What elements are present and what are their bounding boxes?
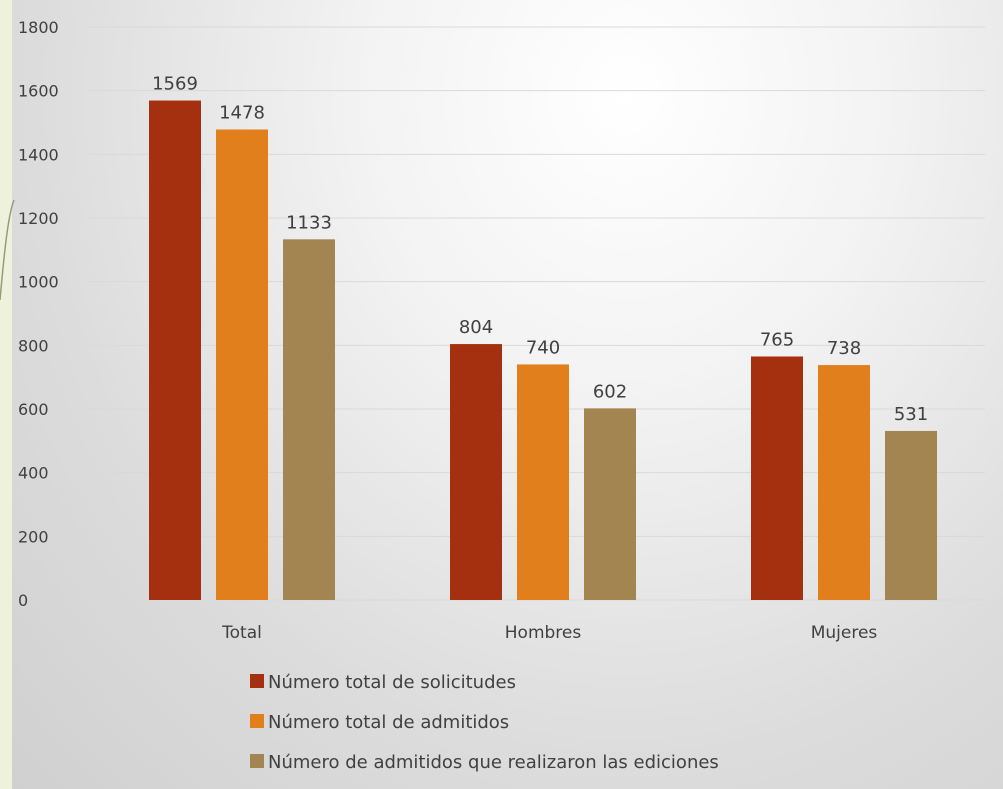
bar-hombres-series-3 bbox=[584, 408, 636, 600]
data-label: 1569 bbox=[152, 74, 198, 95]
category-label-hombres: Hombres bbox=[505, 623, 582, 643]
bar-mujeres-series-1 bbox=[751, 356, 803, 600]
y-tick-label: 1800 bbox=[18, 18, 59, 37]
category-label-total: Total bbox=[221, 623, 262, 643]
bars bbox=[149, 100, 937, 600]
y-tick-label: 1000 bbox=[18, 273, 59, 292]
category-label-mujeres: Mujeres bbox=[811, 623, 878, 643]
data-label: 765 bbox=[760, 329, 794, 350]
legend-label-series-2: Número total de admitidos bbox=[268, 712, 509, 733]
data-label: 1478 bbox=[219, 103, 265, 124]
x-axis-categories: Total Hombres Mujeres bbox=[221, 623, 877, 643]
bar-total-series-2 bbox=[216, 129, 268, 600]
legend-label-series-3: Número de admitidos que realizaron las e… bbox=[268, 752, 719, 773]
legend-label-series-1: Número total de solicitudes bbox=[268, 672, 516, 693]
y-tick-label: 800 bbox=[18, 336, 49, 355]
legend-swatch-series-2 bbox=[250, 714, 264, 728]
legend: Número total de solicitudes Número total … bbox=[250, 672, 719, 773]
y-axis-ticks: 0 200 400 600 800 1000 1200 1400 1600 1800 bbox=[18, 18, 59, 610]
bar-total-series-3 bbox=[283, 239, 335, 600]
y-tick-label: 0 bbox=[18, 591, 28, 610]
data-label: 740 bbox=[526, 337, 560, 358]
y-tick-label: 400 bbox=[18, 464, 49, 483]
bar-hombres-series-2 bbox=[517, 364, 569, 600]
y-tick-label: 1400 bbox=[18, 145, 59, 164]
data-label: 1133 bbox=[286, 212, 332, 233]
bar-hombres-series-1 bbox=[450, 344, 502, 600]
y-tick-label: 600 bbox=[18, 400, 49, 419]
y-tick-label: 1200 bbox=[18, 209, 59, 228]
y-tick-label: 1600 bbox=[18, 82, 59, 101]
data-label: 531 bbox=[894, 404, 928, 425]
legend-swatch-series-3 bbox=[250, 754, 264, 768]
legend-swatch-series-1 bbox=[250, 674, 264, 688]
bar-mujeres-series-2 bbox=[818, 365, 870, 600]
data-label: 738 bbox=[827, 338, 861, 359]
data-label: 804 bbox=[459, 317, 493, 338]
bar-mujeres-series-3 bbox=[885, 430, 937, 600]
bar-total-series-1 bbox=[149, 100, 201, 600]
slide-decoration-line bbox=[0, 199, 15, 301]
data-labels: 1569 1478 1133 804 740 602 765 738 531 bbox=[152, 74, 928, 425]
data-label: 602 bbox=[593, 381, 627, 402]
y-tick-label: 200 bbox=[18, 527, 49, 546]
